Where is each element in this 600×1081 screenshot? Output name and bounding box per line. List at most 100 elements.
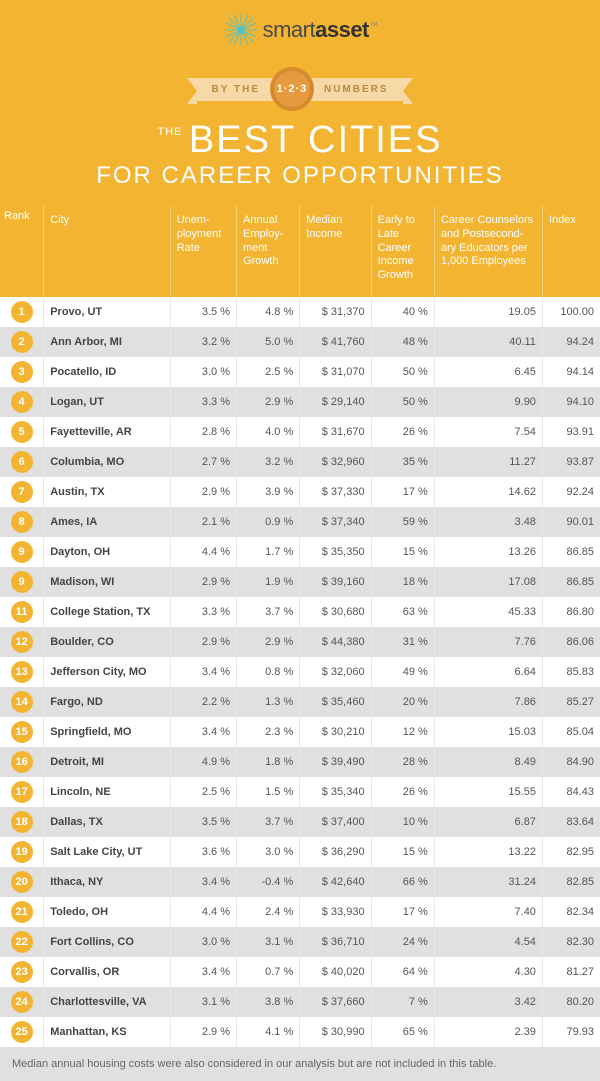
- col-coun: Career Counselors and Postsecond-ary Edu…: [434, 206, 542, 297]
- rank-cell: 11: [0, 597, 44, 627]
- unemp-cell: 3.6 %: [170, 837, 236, 867]
- table-row: 12Boulder, CO2.9 %2.9 %$ 44,38031 %7.768…: [0, 627, 600, 657]
- rank-cell: 9: [0, 537, 44, 567]
- median-cell: $ 40,020: [300, 957, 371, 987]
- coun-cell: 7.86: [434, 687, 542, 717]
- career-cell: 15 %: [371, 537, 434, 567]
- table-row: 19Salt Lake City, UT3.6 %3.0 %$ 36,29015…: [0, 837, 600, 867]
- coun-cell: 40.11: [434, 327, 542, 357]
- career-cell: 17 %: [371, 897, 434, 927]
- unemp-cell: 3.2 %: [170, 327, 236, 357]
- table-row: 22Fort Collins, CO3.0 %3.1 %$ 36,71024 %…: [0, 927, 600, 957]
- career-cell: 26 %: [371, 417, 434, 447]
- rank-badge: 13: [11, 661, 33, 683]
- table-row: 16Detroit, MI4.9 %1.8 %$ 39,49028 %8.498…: [0, 747, 600, 777]
- unemp-cell: 3.3 %: [170, 387, 236, 417]
- rank-badge: 8: [11, 511, 33, 533]
- rank-badge: 16: [11, 751, 33, 773]
- coun-cell: 4.54: [434, 927, 542, 957]
- index-cell: 86.06: [542, 627, 600, 657]
- index-cell: 82.85: [542, 867, 600, 897]
- coun-cell: 2.39: [434, 1017, 542, 1047]
- growth-cell: 4.0 %: [237, 417, 300, 447]
- rank-cell: 8: [0, 507, 44, 537]
- growth-cell: 0.9 %: [237, 507, 300, 537]
- rank-cell: 12: [0, 627, 44, 657]
- city-cell: Springfield, MO: [44, 717, 171, 747]
- table-row: 15Springfield, MO3.4 %2.3 %$ 30,21012 %1…: [0, 717, 600, 747]
- rank-cell: 24: [0, 987, 44, 1017]
- index-cell: 83.64: [542, 807, 600, 837]
- index-cell: 84.90: [542, 747, 600, 777]
- table-row: 14Fargo, ND2.2 %1.3 %$ 35,46020 %7.8685.…: [0, 687, 600, 717]
- growth-cell: 3.2 %: [237, 447, 300, 477]
- city-cell: Austin, TX: [44, 477, 171, 507]
- index-cell: 79.93: [542, 1017, 600, 1047]
- career-cell: 65 %: [371, 1017, 434, 1047]
- rank-cell: 2: [0, 327, 44, 357]
- rank-badge: 19: [11, 841, 33, 863]
- growth-cell: 4.1 %: [237, 1017, 300, 1047]
- footnote: Median annual housing costs were also co…: [0, 1047, 600, 1081]
- growth-cell: 1.7 %: [237, 537, 300, 567]
- growth-cell: 3.9 %: [237, 477, 300, 507]
- table-row: 24Charlottesville, VA3.1 %3.8 %$ 37,6607…: [0, 987, 600, 1017]
- growth-cell: 4.8 %: [237, 297, 300, 327]
- growth-cell: 3.7 %: [237, 807, 300, 837]
- career-cell: 18 %: [371, 567, 434, 597]
- index-cell: 92.24: [542, 477, 600, 507]
- city-cell: Ann Arbor, MI: [44, 327, 171, 357]
- city-cell: Fayetteville, AR: [44, 417, 171, 447]
- coun-cell: 7.54: [434, 417, 542, 447]
- table-row: 13Jefferson City, MO3.4 %0.8 %$ 32,06049…: [0, 657, 600, 687]
- rank-cell: 15: [0, 717, 44, 747]
- table-row: 6Columbia, MO2.7 %3.2 %$ 32,96035 %11.27…: [0, 447, 600, 477]
- coun-cell: 6.45: [434, 357, 542, 387]
- career-cell: 24 %: [371, 927, 434, 957]
- index-cell: 90.01: [542, 507, 600, 537]
- table-row: 1Provo, UT3.5 %4.8 %$ 31,37040 %19.05100…: [0, 297, 600, 327]
- coun-cell: 15.55: [434, 777, 542, 807]
- coun-cell: 17.08: [434, 567, 542, 597]
- rank-badge: 15: [11, 721, 33, 743]
- rank-badge: 12: [11, 631, 33, 653]
- median-cell: $ 39,490: [300, 747, 371, 777]
- rank-badge: 21: [11, 901, 33, 923]
- ribbon-right: NUMBERS: [310, 78, 403, 101]
- growth-cell: 5.0 %: [237, 327, 300, 357]
- ribbon: BY THE 1·2·3 NUMBERS: [0, 67, 600, 111]
- city-cell: Provo, UT: [44, 297, 171, 327]
- city-cell: Logan, UT: [44, 387, 171, 417]
- coun-cell: 3.48: [434, 507, 542, 537]
- median-cell: $ 37,400: [300, 807, 371, 837]
- unemp-cell: 3.0 %: [170, 357, 236, 387]
- city-cell: Pocatello, ID: [44, 357, 171, 387]
- unemp-cell: 2.9 %: [170, 477, 236, 507]
- city-cell: Corvallis, OR: [44, 957, 171, 987]
- career-cell: 31 %: [371, 627, 434, 657]
- ribbon-badge: 1·2·3: [270, 67, 314, 111]
- rank-cell: 16: [0, 747, 44, 777]
- rank-badge: 22: [11, 931, 33, 953]
- career-cell: 17 %: [371, 477, 434, 507]
- city-cell: Detroit, MI: [44, 747, 171, 777]
- index-cell: 100.00: [542, 297, 600, 327]
- career-cell: 7 %: [371, 987, 434, 1017]
- growth-cell: 0.8 %: [237, 657, 300, 687]
- col-median: Median Income: [300, 206, 371, 297]
- median-cell: $ 44,380: [300, 627, 371, 657]
- unemp-cell: 2.9 %: [170, 567, 236, 597]
- rank-cell: 7: [0, 477, 44, 507]
- median-cell: $ 41,760: [300, 327, 371, 357]
- index-cell: 85.27: [542, 687, 600, 717]
- index-cell: 81.27: [542, 957, 600, 987]
- rank-cell: 4: [0, 387, 44, 417]
- city-cell: Dayton, OH: [44, 537, 171, 567]
- median-cell: $ 36,710: [300, 927, 371, 957]
- coun-cell: 7.76: [434, 627, 542, 657]
- median-cell: $ 35,340: [300, 777, 371, 807]
- index-cell: 94.14: [542, 357, 600, 387]
- rank-badge: 17: [11, 781, 33, 803]
- rank-badge: 14: [11, 691, 33, 713]
- career-cell: 63 %: [371, 597, 434, 627]
